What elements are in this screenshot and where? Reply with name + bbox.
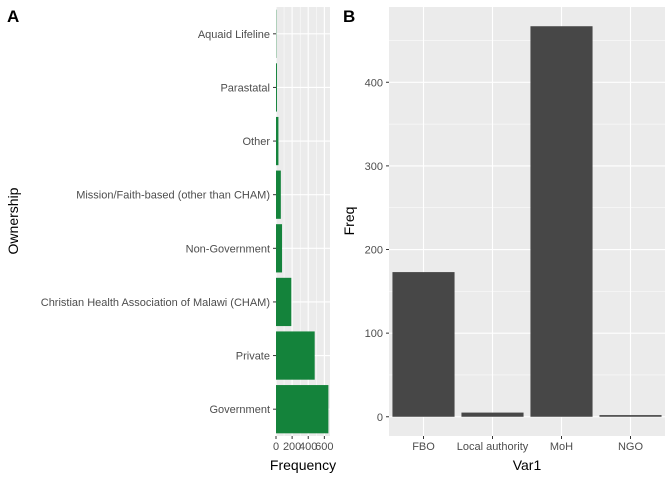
- panel-b-y-tick-label: 300: [365, 161, 383, 173]
- panel-a-y-tick-label: Christian Health Association of Malawi (…: [41, 297, 270, 309]
- panel-b-bar: [461, 412, 524, 417]
- panel-a-bars: [276, 9, 329, 434]
- panel-b-bars: [392, 26, 662, 417]
- panel-a-y-tick-label: Private: [236, 351, 270, 363]
- panel-a-bar: [276, 277, 292, 327]
- panel-a-y-tick-label: Mission/Faith-based (other than CHAM): [76, 190, 270, 202]
- panel-b-y-tick-label: 0: [377, 412, 383, 424]
- panel-a-y-axis-title: Ownership: [5, 187, 21, 254]
- panel-b-tag: B: [343, 7, 355, 26]
- panel-a-x-tick-label: 400: [299, 441, 317, 453]
- panel-a-bar: [276, 170, 281, 219]
- panel-a-y-tick-label: Aquaid Lifeline: [198, 29, 270, 41]
- panel-a-x-tick-label: 200: [283, 441, 301, 453]
- panel-a-bar: [276, 116, 279, 166]
- panel-b-x-tick-label: FBO: [412, 441, 435, 453]
- panel-a-y-tick-label: Non-Government: [186, 243, 270, 255]
- panel-b-x-tick-label: NGO: [618, 441, 644, 453]
- panel-a-x-tick-label: 0: [273, 441, 279, 453]
- panel-b-bar: [392, 272, 455, 417]
- panel-b-x-tick-label: Local authority: [457, 441, 529, 453]
- panel-b-x-tick-label: MoH: [550, 441, 573, 453]
- panel-a-x-tick-label: 600: [315, 441, 333, 453]
- panel-b-x-ticks: FBO Local authority MoH NGO: [412, 436, 643, 453]
- panel-a-chart: Government Private Christian Health Associ…: [5, 7, 336, 473]
- panel-b-chart: 0 100 200 300 400 FBO Local authority MoH NGO V…: [341, 7, 665, 473]
- panel-a-bar: [276, 331, 315, 380]
- panel-a-bar: [276, 385, 329, 434]
- panel-a-x-axis-title: Frequency: [270, 457, 336, 473]
- panel-a-y-tick-label: Government: [209, 404, 270, 416]
- panel-a-bar: [276, 224, 283, 273]
- panel-a-bar: [276, 63, 277, 112]
- panel-a-tag: A: [7, 7, 19, 26]
- panel-b-bar: [599, 415, 662, 417]
- panel-b-x-axis-title: Var1: [513, 457, 542, 473]
- panel-a-y-tick-label: Parastatal: [220, 82, 270, 94]
- panel-a-y-tick-label: Other: [242, 136, 270, 148]
- panel-b-y-ticks: 0 100 200 300 400: [365, 77, 389, 424]
- panel-b-bar: [530, 26, 593, 417]
- panel-b-y-tick-label: 200: [365, 245, 383, 257]
- panel-b-y-tick-label: 400: [365, 77, 383, 89]
- panel-b-y-axis-title: Freq: [341, 207, 357, 236]
- panel-b-y-tick-label: 100: [365, 328, 383, 340]
- panel-a-y-ticks: Government Private Christian Health Associ…: [41, 29, 276, 416]
